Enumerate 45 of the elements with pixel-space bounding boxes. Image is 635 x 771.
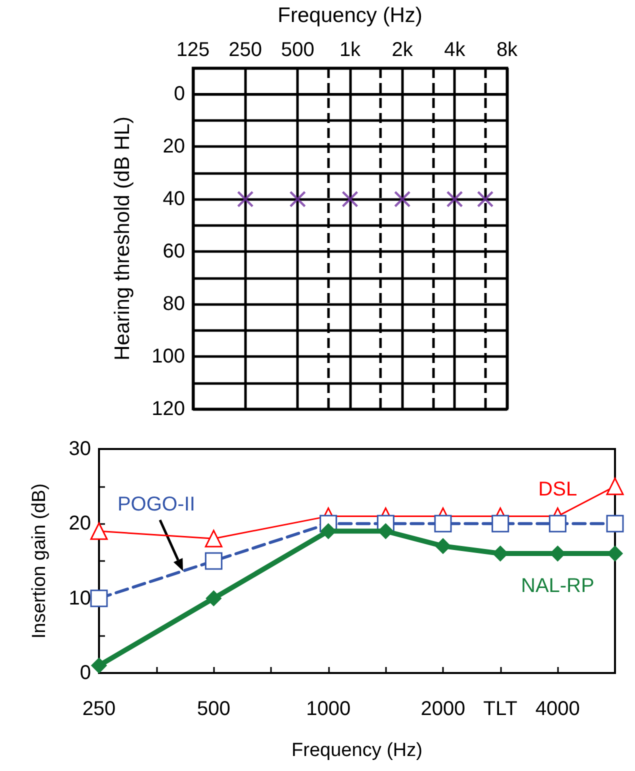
x-tick-label: TLT [483, 698, 518, 720]
x-tick-label: 1000 [306, 698, 351, 720]
x-tick-label: 2k [392, 39, 414, 61]
y-tick-label: 30 [68, 438, 91, 460]
x-tick-label: 4000 [535, 698, 580, 720]
x-tick-label: 125 [176, 39, 210, 61]
y-tick-label: 120 [152, 398, 185, 420]
x-tick-label: 4k [444, 39, 466, 61]
y-tick-label: 0 [80, 662, 91, 684]
y-tick-label: 0 [174, 83, 185, 106]
point [90, 590, 108, 608]
y-tick-label: 10 [68, 587, 91, 610]
point [492, 514, 510, 532]
y-tick-label: 100 [152, 346, 185, 368]
series-label: NAL-RP [520, 575, 594, 598]
point [435, 538, 451, 554]
point [206, 590, 222, 606]
y-tick-label: 20 [68, 512, 91, 535]
point [204, 552, 222, 570]
point [90, 522, 108, 540]
point [378, 523, 394, 539]
x-tick-label: 500 [196, 698, 230, 720]
y-axis-title: Hearing threshold (dB HL) [111, 116, 134, 360]
y-tick-label: 60 [162, 240, 185, 263]
x-axis-title: Frequency (Hz) [292, 740, 422, 761]
y-tick-label: 20 [162, 136, 185, 158]
x-tick-label: 8k [496, 39, 519, 61]
point [606, 514, 624, 532]
point [91, 658, 107, 674]
x-tick-label: 250 [228, 39, 262, 61]
point [606, 478, 624, 496]
x-tick-label: 500 [280, 39, 314, 61]
x-tick-label: 250 [82, 698, 116, 720]
y-tick-label: 40 [162, 188, 185, 210]
x-tick-label: 2000 [420, 698, 466, 720]
point [320, 523, 336, 539]
x-tick-label: 1k [339, 39, 362, 61]
series-label: DSL [538, 478, 578, 500]
point [434, 514, 452, 532]
series-label: POGO-II [117, 493, 196, 516]
y-tick-label: 80 [162, 293, 185, 316]
point [548, 514, 566, 532]
point [204, 530, 222, 548]
x-axis-title: Frequency (Hz) [278, 4, 422, 27]
y-axis-title: Insertion gain (dB) [29, 483, 50, 639]
